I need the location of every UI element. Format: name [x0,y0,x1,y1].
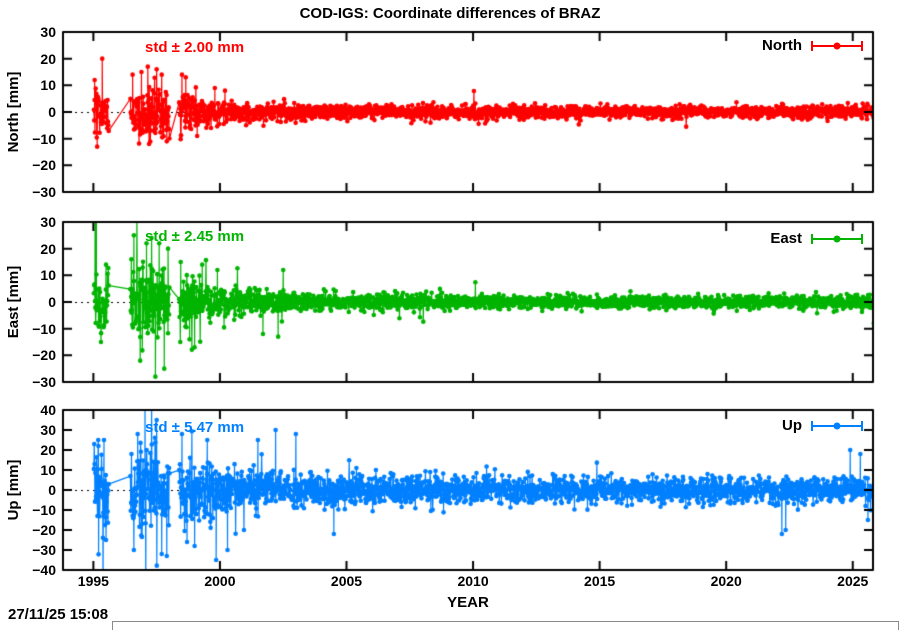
y-tick-label: 20 [40,442,56,458]
y-tick-label: 40 [40,402,56,418]
y-tick-label: −20 [32,347,56,364]
timestamp: 27/11/25 15:08 [8,606,109,623]
y-tick-label: −30 [32,374,56,390]
bottom-frame-box [112,621,899,630]
y-tick-label: −10 [32,320,56,337]
legend-up-label: Up [782,417,802,434]
x-tick-label: 1995 [77,573,109,589]
y-tick-label: 10 [40,267,56,284]
x-tick-label: 2015 [584,573,616,589]
y-tick-label: 30 [40,24,56,40]
x-tick-label: 2020 [710,573,742,589]
x-tick-label: 2000 [204,573,236,589]
y-tick-label: −20 [32,157,56,174]
y-tick-label: 30 [40,214,56,230]
y-tick-label: 10 [40,77,56,94]
y-tick-label: 10 [40,462,56,478]
y-tick-label: 20 [40,240,56,257]
y-tick-label: 0 [48,104,56,120]
std-annotation-up: std ± 5.47 mm [145,419,245,436]
legend-east: East [770,230,864,247]
std-annotation-north: std ± 2.00 mm [145,39,245,56]
x-axis-label: YEAR [447,594,489,611]
y-tick-label: −10 [32,502,56,518]
std-annotation-east: std ± 2.45 mm [145,228,245,245]
chart-title: COD-IGS: Coordinate differences of BRAZ [299,5,601,22]
legend-north-label: North [762,37,802,54]
errorbar-dot-icon [811,40,863,51]
x-tick-label: 2025 [837,573,869,589]
legend-north: North [762,37,864,54]
y-tick-label: −10 [32,130,56,147]
y-tick-label: 0 [48,294,56,310]
y-tick-label: 20 [40,50,56,67]
y-tick-label: 30 [40,422,56,438]
y-tick-label: −20 [32,522,56,538]
errorbar-dot-icon [811,233,863,244]
legend-up: Up [782,417,864,434]
y-tick-label: −40 [32,562,56,578]
y-tick-label: −30 [32,542,56,558]
legend-east-label: East [770,230,802,247]
y-tick-label: −30 [32,184,56,200]
x-tick-label: 2005 [330,573,363,589]
y-tick-label: 0 [48,482,56,498]
x-tick-label: 2010 [457,573,489,589]
errorbar-dot-icon [811,420,863,431]
